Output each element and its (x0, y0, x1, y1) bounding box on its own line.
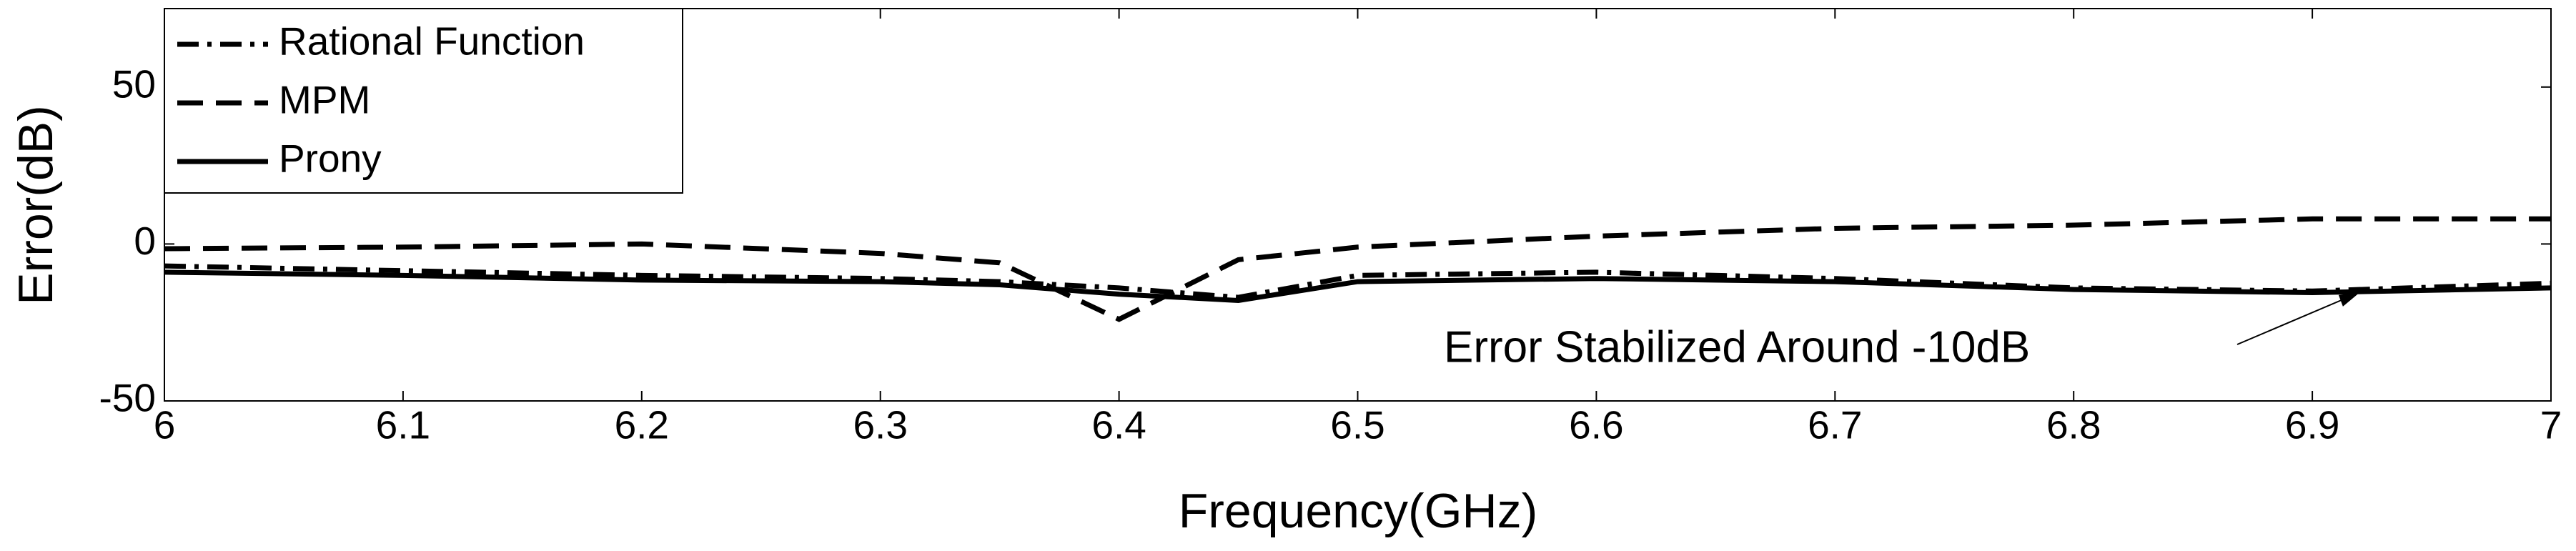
series-line (164, 269, 2552, 303)
x-tick-label: 6 (154, 403, 176, 447)
y-tick-label: -50 (99, 376, 157, 420)
y-axis-label: Error(dB) (9, 105, 63, 305)
annotation-text: Error Stabilized Around -10dB (1444, 322, 2030, 372)
series-line (164, 263, 2552, 300)
y-tick-label: 50 (112, 61, 156, 106)
x-tick-label: 6.6 (1569, 403, 1623, 447)
legend: Rational Function MPM Prony (164, 8, 683, 194)
x-tick-label: 6.4 (1091, 403, 1146, 447)
x-tick-label: 6.7 (1808, 403, 1862, 447)
legend-label: MPM (279, 78, 370, 122)
x-tick-label: 6.8 (2046, 403, 2101, 447)
x-tick-label: 6.9 (2285, 403, 2339, 447)
x-tick-label: 6.5 (1330, 403, 1384, 447)
annotation-arrowhead (2338, 292, 2360, 307)
x-tick-label: 7 (2540, 403, 2562, 447)
y-tick-label: 0 (134, 219, 156, 263)
x-axis-label: Frequency(GHz) (1179, 484, 1538, 538)
legend-label: Rational Function (279, 19, 585, 64)
x-tick-label: 6.2 (615, 403, 669, 447)
x-tick-label: 6.3 (853, 403, 907, 447)
annotation-arrow (2236, 291, 2361, 345)
legend-label: Prony (279, 136, 382, 181)
series-line (164, 216, 2551, 322)
x-tick-label: 6.1 (376, 403, 430, 447)
